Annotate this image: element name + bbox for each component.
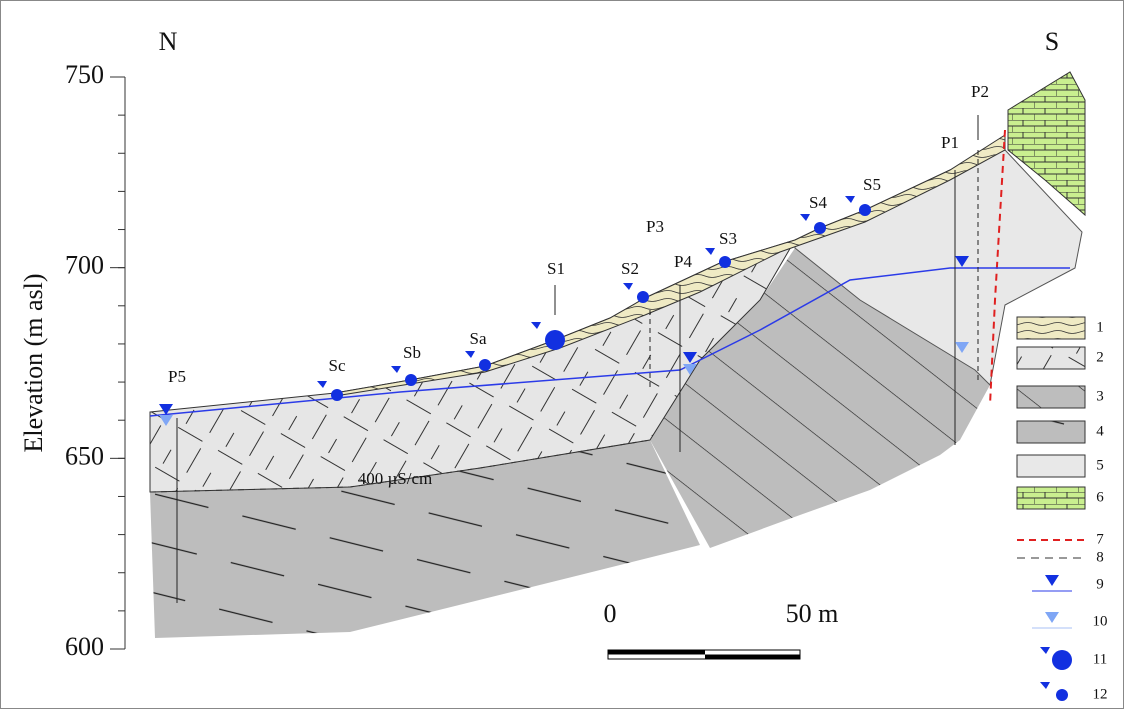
legend-swatch — [1017, 317, 1085, 339]
scale-start: 0 — [604, 599, 617, 628]
y-tick-label: 700 — [65, 251, 104, 280]
spring-arrow — [623, 283, 633, 290]
spring-arrow — [465, 351, 475, 358]
spring-label: Sa — [470, 329, 487, 348]
spring-label: S4 — [809, 193, 827, 212]
legend-label: 4 — [1096, 423, 1104, 439]
borehole-label: P4 — [674, 252, 692, 271]
scale-bar-fill — [608, 650, 705, 655]
legend-swatch — [1017, 386, 1085, 408]
spring-arrow — [705, 248, 715, 255]
legend-swatch — [1056, 689, 1068, 701]
spring — [405, 374, 417, 386]
spring — [545, 330, 565, 350]
spring-arrow — [391, 366, 401, 373]
spring-label: Sc — [329, 356, 346, 375]
legend-swatch — [1045, 575, 1059, 586]
legend-swatch — [1017, 487, 1085, 509]
legend-swatch — [1040, 647, 1050, 654]
borehole-label: P3 — [646, 217, 664, 236]
borehole-label: P2 — [971, 82, 989, 101]
geology — [150, 72, 1085, 638]
contour-label: 400 µS/cm — [358, 469, 433, 488]
spring — [637, 291, 649, 303]
y-axis-label: Elevation (m asl) — [19, 273, 48, 452]
legend-label: 10 — [1093, 613, 1108, 629]
spring-label: S5 — [863, 175, 881, 194]
spring — [719, 256, 731, 268]
spring — [814, 222, 826, 234]
legend-label: 3 — [1096, 388, 1104, 404]
spring — [331, 389, 343, 401]
legend-label: 2 — [1096, 349, 1104, 365]
legend-label: 11 — [1093, 651, 1107, 667]
spring-label: Sb — [403, 343, 421, 362]
legend-swatch — [1017, 347, 1085, 369]
scale-end: 50 m — [786, 599, 839, 628]
spring-arrow — [531, 322, 541, 329]
legend-swatch — [1045, 612, 1059, 623]
legend-label: 8 — [1096, 549, 1104, 565]
y-tick-label: 750 — [65, 60, 104, 89]
scale-bar-fill — [705, 655, 800, 660]
legend-swatch — [1052, 650, 1072, 670]
legend-label: 1 — [1096, 319, 1104, 335]
legend-label: 12 — [1093, 686, 1108, 702]
spring-label: S3 — [719, 229, 737, 248]
spring-label: S1 — [547, 259, 565, 278]
legend-label: 6 — [1096, 489, 1104, 505]
spring-arrow — [800, 214, 810, 221]
legend-label: 9 — [1096, 576, 1104, 592]
spring-arrow — [317, 381, 327, 388]
borehole-label: P5 — [168, 367, 186, 386]
spring-label: S2 — [621, 259, 639, 278]
spring — [859, 204, 871, 216]
south-label: S — [1045, 27, 1059, 56]
legend-swatch — [1040, 682, 1050, 689]
y-tick-label: 600 — [65, 632, 104, 661]
legend-label: 7 — [1096, 531, 1104, 547]
y-tick-label: 650 — [65, 441, 104, 470]
borehole-label: P1 — [941, 133, 959, 152]
legend-swatch — [1017, 421, 1085, 443]
cross-section: N S Elevation (m asl) 400 µS/cm 0 50 m 7… — [0, 0, 1124, 709]
north-label: N — [159, 27, 178, 56]
legend-label: 5 — [1096, 457, 1104, 473]
legend-swatch — [1017, 455, 1085, 477]
spring-arrow — [845, 196, 855, 203]
spring — [479, 359, 491, 371]
